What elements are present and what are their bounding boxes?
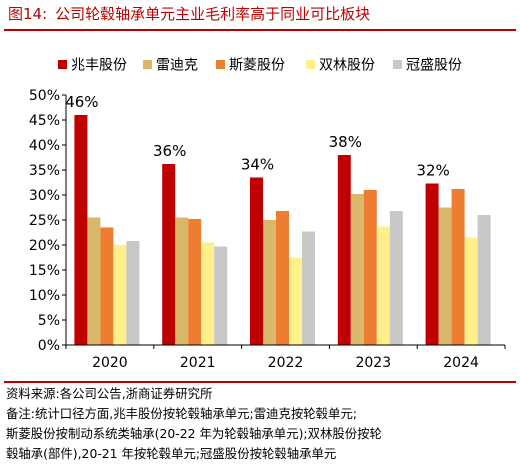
y-tick-label-0: 0% (38, 338, 60, 354)
notes: 资料来源:各公司公告,浙商证券研究所 备注:统计口径方面,兆丰股份按轮毂轴承单元… (6, 384, 516, 464)
bar-2021-series-1 (162, 164, 176, 345)
bar-2022-series-5 (302, 231, 315, 345)
data-label-2021: 36% (153, 142, 186, 160)
y-tick-label-3: 15% (29, 263, 60, 279)
legend-swatch-3 (216, 60, 225, 69)
figure-title: 图14: 公司轮毂轴承单元主业毛利率高于同业可比板块 (8, 3, 370, 25)
y-tick-label-2: 10% (29, 288, 60, 304)
bar-2023-series-2 (350, 194, 364, 345)
data-label-2023: 38% (329, 133, 362, 151)
legend-swatch-1 (58, 60, 67, 69)
legend-label-1: 兆丰股份 (71, 58, 127, 74)
x-tick-label-2021: 2021 (180, 355, 216, 371)
bar-2023-series-3 (363, 190, 377, 345)
legend-swatch-4 (306, 60, 315, 69)
y-tick-label-4: 20% (29, 238, 60, 254)
y-tick-label-7: 35% (29, 163, 60, 179)
bar-2023-series-4 (376, 226, 390, 345)
bar-2023-series-1 (337, 155, 351, 345)
data-label-2022: 34% (241, 156, 274, 174)
bar-2022-series-3 (276, 211, 289, 345)
bar-2020-series-3 (100, 227, 114, 345)
figure-title-text: 公司轮毂轴承单元主业毛利率高于同业可比板块 (55, 5, 371, 23)
bar-2022-series-4 (289, 257, 302, 345)
title-divider (4, 29, 516, 31)
bar-2022-series-1 (250, 177, 263, 345)
bar-2023-series-5 (389, 211, 403, 345)
y-tick-label-8: 40% (29, 138, 60, 154)
legend-label-5: 冠盛股份 (406, 58, 462, 74)
y-axis: 0% 5% 10% 15% 20% 25% 30% 35% 40% 45% 50% (29, 88, 67, 354)
bar-2021-series-5 (214, 246, 228, 345)
bar-2020-series-4 (113, 245, 127, 345)
bar-2021-series-3 (188, 219, 202, 345)
data-label-2020: 46% (65, 93, 98, 111)
y-tick-label-6: 30% (29, 188, 60, 204)
bar-2024-series-3 (451, 189, 465, 345)
remark-line-3: 毂轴承(部件),20-21 年按轮毂单元;冠盛股份按轮毂轴承单元 (6, 446, 337, 461)
y-tick-label-5: 25% (29, 213, 60, 229)
data-label-2024: 32% (416, 162, 449, 180)
source-note: 资料来源:各公司公告,浙商证券研究所 (6, 386, 213, 401)
legend-label-4: 双林股份 (319, 58, 375, 74)
figure-number: 图14: (8, 5, 48, 23)
bar-2024-series-1 (425, 183, 439, 345)
y-tick-label-1: 5% (38, 313, 60, 329)
x-tick-label-2024: 2024 (443, 355, 479, 371)
bar-2022-series-2 (263, 220, 276, 345)
y-tick-label-10: 50% (29, 88, 60, 104)
bar-2021-series-2 (175, 217, 189, 345)
bar-2024-series-5 (477, 215, 491, 345)
remark-line-1: 备注:统计口径方面,兆丰股份按轮毂轴承单元;雷迪克按轮毂单元; (6, 406, 358, 421)
x-tick-label-2020: 2020 (92, 355, 128, 371)
x-axis: 2020 2021 2022 2023 2024 (65, 344, 506, 371)
bar-2020-series-2 (87, 217, 101, 345)
bar-2020-series-5 (126, 241, 140, 345)
bar-2024-series-2 (438, 207, 452, 345)
legend-label-3: 斯菱股份 (229, 58, 285, 74)
bar-2021-series-4 (201, 242, 215, 345)
bars (74, 115, 491, 345)
notes-divider (4, 381, 516, 383)
bar-2020-series-1 (74, 115, 88, 345)
remark-line-2: 斯菱股份按制动系统类轴承(20-22 年为轮毂轴承单元);双林股份按轮 (6, 426, 382, 441)
x-tick-label-2023: 2023 (355, 355, 391, 371)
bar-2024-series-4 (464, 237, 478, 345)
legend-label-2: 雷迪克 (156, 58, 198, 74)
y-tick-label-9: 45% (29, 113, 60, 129)
legend-swatch-5 (393, 60, 402, 69)
data-labels: 46% 36% 34% 38% 32% (65, 93, 450, 180)
legend-swatch-2 (143, 60, 152, 69)
bar-chart: 兆丰股份 雷迪克 斯菱股份 双林股份 冠盛股份 0% 5% 10% 15% 20% 25% 30% 3… (29, 58, 506, 371)
chart-legend: 兆丰股份 雷迪克 斯菱股份 双林股份 冠盛股份 (58, 58, 462, 74)
x-tick-label-2022: 2022 (268, 355, 304, 371)
